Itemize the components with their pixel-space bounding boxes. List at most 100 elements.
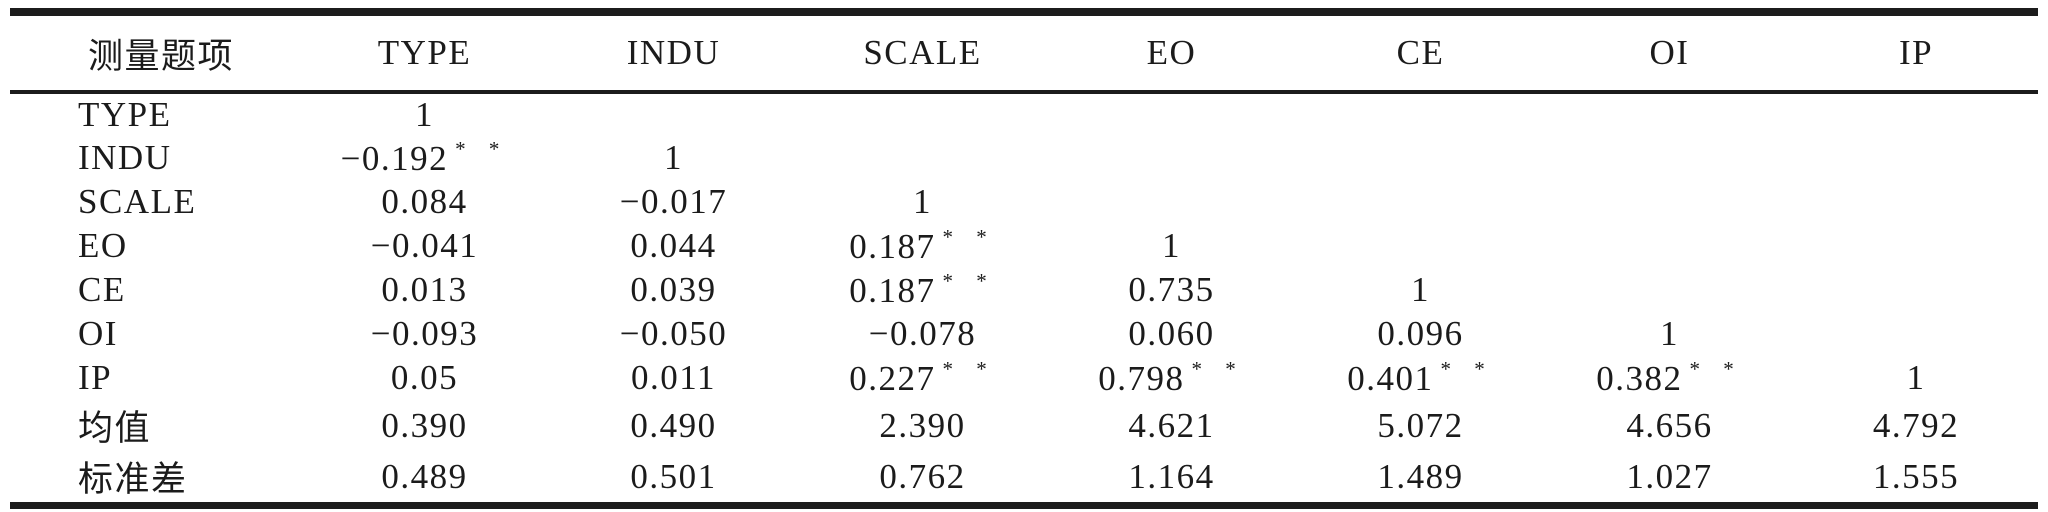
cell-均值-ip: 4.792	[1872, 405, 1960, 445]
cell-indu-scale	[798, 136, 1047, 180]
column-header-indu: INDU	[626, 33, 721, 72]
significance-stars: * *	[942, 269, 996, 293]
table-row-eo: EO −0.041 0.044 0.187 * * 1	[10, 224, 2038, 268]
column-header-oi: OI	[1649, 33, 1690, 72]
cell-scale-scale: 1	[913, 182, 932, 221]
cell-type-scale	[798, 92, 1047, 136]
column-header-ip: IP	[1898, 33, 1934, 72]
cell-value: 0.187	[849, 227, 936, 266]
row-label: 均值	[78, 409, 152, 448]
row-label: EO	[78, 226, 128, 265]
cell-indu-ce	[1296, 136, 1545, 180]
row-label: OI	[78, 314, 118, 353]
table-row-oi: OI −0.093 −0.050 −0.078 0.060 0.096 1	[10, 312, 2038, 356]
table-body: TYPE 1 INDU −0.192 * * 1 SCALE 0.084 −0.017 1 EO −0…	[10, 92, 2038, 506]
cell-type-eo	[1047, 92, 1296, 136]
significance-stars: * *	[1191, 357, 1245, 381]
cell-ce-scale: 0.187 * *	[798, 268, 1047, 312]
cell-eo-indu: 0.044	[630, 226, 717, 265]
table-row-标准差: 标准差 0.489 0.501 0.762 1.164 1.489 1.027 1.555	[10, 451, 2038, 506]
cell-oi-type: −0.093	[370, 314, 479, 353]
cell-value: 0.187	[849, 271, 936, 310]
row-label: 标准差	[78, 460, 188, 499]
cell-均值-indu: 0.490	[630, 405, 717, 445]
cell-ip-eo: 0.798 * *	[1047, 356, 1296, 400]
row-label: INDU	[78, 138, 172, 177]
row-label: TYPE	[78, 95, 172, 134]
significance-stars: * *	[942, 357, 996, 381]
column-header-eo: EO	[1146, 33, 1197, 72]
cell-均值-eo: 4.621	[1128, 405, 1215, 445]
cell-标准差-type: 0.489	[381, 456, 468, 496]
cell-oi-ip	[1794, 312, 2038, 356]
table-row-ip: IP 0.05 0.011 0.227 * * 0.798 * * 0.401 * * 0.382…	[10, 356, 2038, 400]
cell-ip-oi: 0.382 * *	[1545, 356, 1794, 400]
cell-indu-oi	[1545, 136, 1794, 180]
cell-value: 0.401	[1347, 359, 1434, 398]
cell-indu-type: −0.192 * *	[300, 136, 549, 180]
cell-indu-eo	[1047, 136, 1296, 180]
cell-标准差-oi: 1.027	[1626, 456, 1713, 496]
row-label: CE	[78, 270, 126, 309]
cell-均值-scale: 2.390	[879, 405, 966, 445]
cell-value: 0.798	[1098, 359, 1185, 398]
cell-value: 0.382	[1596, 359, 1683, 398]
cell-oi-oi: 1	[1660, 314, 1679, 353]
table-row-ce: CE 0.013 0.039 0.187 * * 0.735 1	[10, 268, 2038, 312]
table-row-scale: SCALE 0.084 −0.017 1	[10, 180, 2038, 224]
cell-ip-scale: 0.227 * *	[798, 356, 1047, 400]
column-header-ce: CE	[1396, 33, 1445, 72]
cell-oi-eo: 0.060	[1128, 314, 1215, 353]
correlation-table: 测量题项 TYPE INDU SCALE EO CE OI IP TYPE 1 INDU −0.19…	[10, 8, 2038, 509]
table-header: 测量题项 TYPE INDU SCALE EO CE OI IP	[10, 12, 2038, 92]
cell-indu-indu: 1	[664, 138, 683, 177]
table-row-indu: INDU −0.192 * * 1	[10, 136, 2038, 180]
column-header-type: TYPE	[377, 33, 472, 72]
cell-type-type: 1	[415, 95, 434, 134]
cell-ce-eo: 0.735	[1128, 270, 1215, 309]
cell-type-ip	[1794, 92, 2038, 136]
cell-scale-type: 0.084	[381, 182, 468, 221]
significance-stars: * *	[455, 137, 509, 161]
significance-stars: * *	[1440, 357, 1494, 381]
cell-ip-type: 0.05	[390, 358, 459, 397]
row-label: IP	[78, 358, 113, 397]
cell-ce-type: 0.013	[381, 270, 468, 309]
cell-type-ce	[1296, 92, 1545, 136]
header-row: 测量题项 TYPE INDU SCALE EO CE OI IP	[10, 12, 2038, 92]
cell-type-indu	[549, 92, 798, 136]
cell-eo-scale: 0.187 * *	[798, 224, 1047, 268]
cell-oi-ce: 0.096	[1377, 314, 1464, 353]
table-row-均值: 均值 0.390 0.490 2.390 4.621 5.072 4.656 4.792	[10, 400, 2038, 451]
table-row-type: TYPE 1	[10, 92, 2038, 136]
cell-ip-indu: 0.011	[631, 358, 716, 397]
cell-indu-ip	[1794, 136, 2038, 180]
cell-均值-oi: 4.656	[1626, 405, 1713, 445]
cell-scale-eo	[1047, 180, 1296, 224]
cell-ce-indu: 0.039	[630, 270, 717, 309]
cell-scale-ip	[1794, 180, 2038, 224]
cell-eo-ce	[1296, 224, 1545, 268]
cell-value: −0.192	[340, 139, 449, 178]
cell-value: 0.227	[849, 359, 936, 398]
cell-oi-scale: −0.078	[868, 314, 977, 353]
column-header-scale: SCALE	[863, 33, 982, 72]
cell-eo-oi	[1545, 224, 1794, 268]
cell-oi-indu: −0.050	[619, 314, 728, 353]
cell-ce-oi	[1545, 268, 1794, 312]
significance-stars: * *	[1689, 357, 1743, 381]
cell-type-oi	[1545, 92, 1794, 136]
cell-eo-ip	[1794, 224, 2038, 268]
row-label: SCALE	[78, 182, 197, 221]
cell-标准差-indu: 0.501	[630, 456, 717, 496]
cell-ce-ip	[1794, 268, 2038, 312]
cell-eo-type: −0.041	[370, 226, 479, 265]
cell-标准差-eo: 1.164	[1128, 456, 1215, 496]
cell-均值-ce: 5.072	[1377, 405, 1464, 445]
cell-scale-ce	[1296, 180, 1545, 224]
cell-标准差-scale: 0.762	[879, 456, 966, 496]
cell-ce-ce: 1	[1411, 270, 1430, 309]
cell-ip-ip: 1	[1906, 358, 1926, 397]
cell-标准差-ce: 1.489	[1377, 456, 1464, 496]
cell-scale-indu: −0.017	[619, 182, 728, 221]
